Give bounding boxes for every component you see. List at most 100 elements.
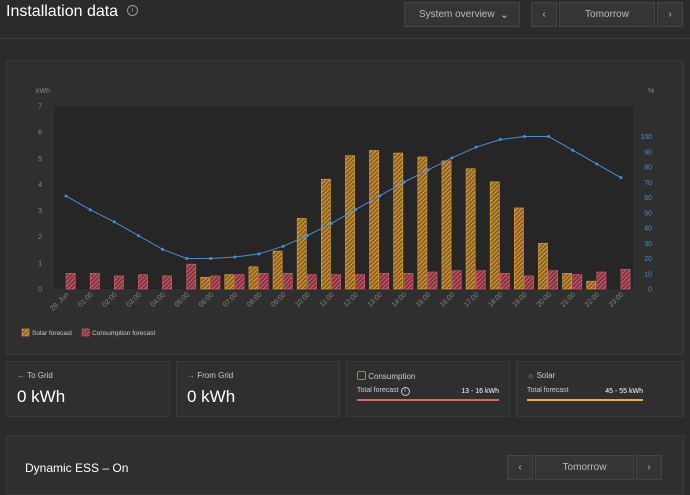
y-tick-label: 7 xyxy=(38,104,42,111)
line-point xyxy=(619,176,623,180)
y2-tick-label: 50 xyxy=(644,210,652,217)
y2-tick-label: 20 xyxy=(644,256,652,263)
bar xyxy=(345,155,355,290)
line-point xyxy=(354,208,358,212)
bar xyxy=(393,152,404,290)
x-tick-label: 19:00 xyxy=(512,291,529,308)
x-tick-label: 06:00 xyxy=(198,291,215,308)
bar xyxy=(355,274,365,290)
line-point xyxy=(522,135,526,138)
bar xyxy=(417,156,428,290)
line-point xyxy=(281,244,285,248)
bar xyxy=(186,263,197,290)
bar xyxy=(572,274,583,290)
bar xyxy=(538,242,548,290)
bar xyxy=(514,207,524,290)
x-tick-label: 17:00 xyxy=(463,291,480,308)
x-tick-label: 15:00 xyxy=(415,291,432,308)
info-icon[interactable]: i xyxy=(127,5,138,16)
bar xyxy=(331,274,341,290)
x-tick-label: 02:00 xyxy=(101,291,118,308)
bar xyxy=(224,274,235,290)
day-label: Tomorrow xyxy=(585,9,629,20)
consumption-card: Consumption Total forecast i 13 - 16 kWh xyxy=(346,361,510,417)
next-button[interactable]: › xyxy=(636,455,662,480)
line-point xyxy=(329,221,333,225)
x-tick-label: 10:00 xyxy=(294,291,311,308)
y2-tick-label: 90 xyxy=(644,149,652,156)
y2-tick-label: 30 xyxy=(644,241,652,248)
line-point xyxy=(450,156,454,160)
legend-swatch xyxy=(81,328,90,337)
line-point xyxy=(595,162,599,166)
bar xyxy=(441,160,452,290)
x-tick-label: 07:00 xyxy=(222,291,239,308)
card-title: Consumption xyxy=(368,372,416,381)
legend-label: Consumption forecast xyxy=(92,330,155,337)
y-tick-label: 6 xyxy=(38,130,42,137)
bar xyxy=(321,178,331,290)
prev-button[interactable]: ‹ xyxy=(531,2,557,27)
y-tick-label: 5 xyxy=(38,156,42,163)
x-tick-label: 05:00 xyxy=(174,291,191,308)
view-label: System overview xyxy=(419,9,495,20)
bar xyxy=(548,270,558,290)
x-tick-label: 12:00 xyxy=(343,291,360,308)
bar xyxy=(114,275,124,290)
x-tick-label: 14:00 xyxy=(391,291,408,308)
bar xyxy=(162,275,172,290)
y2-tick-label: 70 xyxy=(644,180,652,187)
legend-swatch xyxy=(21,328,30,337)
x-tick-label: 11:00 xyxy=(319,291,336,308)
card-label: Total forecast xyxy=(357,387,399,394)
y2-tick-label: 0 xyxy=(648,287,652,294)
line-point xyxy=(426,168,430,172)
bar xyxy=(200,276,211,290)
bar xyxy=(296,218,307,290)
divider xyxy=(0,38,690,39)
next-button[interactable]: › xyxy=(657,2,683,27)
line-point xyxy=(474,145,478,149)
line-point xyxy=(136,234,140,238)
card-value: 0 kWh xyxy=(187,387,236,406)
bar xyxy=(282,273,293,290)
day-select[interactable]: Tomorrow xyxy=(559,2,655,27)
bar xyxy=(586,280,597,290)
view-select[interactable]: System overview ⌄ xyxy=(404,2,520,27)
solar-card: ☼ Solar Total forecast 45 - 55 kWh xyxy=(516,361,684,417)
line-point xyxy=(112,220,116,224)
bar xyxy=(500,273,510,290)
bar xyxy=(562,273,572,290)
y2-axis-label: % xyxy=(648,88,654,95)
line-point xyxy=(547,135,551,138)
card-title: Solar xyxy=(536,371,556,380)
line-point xyxy=(209,257,213,260)
line-point xyxy=(257,252,261,256)
x-tick-label: 23:00 xyxy=(608,291,625,308)
day-label: Tomorrow xyxy=(562,462,607,473)
bar xyxy=(89,273,100,290)
line-point xyxy=(161,247,165,251)
bar xyxy=(307,274,317,290)
range-bar xyxy=(357,399,499,401)
line-point xyxy=(305,234,309,238)
card-title: To Grid xyxy=(27,371,53,380)
y-tick-label: 0 xyxy=(38,287,42,294)
line-point xyxy=(498,138,502,142)
ess-title: Dynamic ESS – On xyxy=(25,461,129,475)
line-point xyxy=(402,180,406,184)
x-tick-label: 13:00 xyxy=(367,291,384,308)
bar xyxy=(524,275,534,290)
day-select[interactable]: Tomorrow xyxy=(535,455,634,480)
x-tick-label: 04:00 xyxy=(150,291,167,308)
x-tick-label: 22:00 xyxy=(584,291,601,308)
bar xyxy=(451,270,462,290)
y-tick-label: 2 xyxy=(38,234,42,241)
line-point xyxy=(185,257,189,260)
bar xyxy=(369,150,379,290)
x-tick-label: 08:00 xyxy=(246,291,263,308)
y-tick-label: 3 xyxy=(38,208,42,215)
x-tick-label: 01:00 xyxy=(77,291,94,308)
prev-button[interactable]: ‹ xyxy=(507,455,533,480)
